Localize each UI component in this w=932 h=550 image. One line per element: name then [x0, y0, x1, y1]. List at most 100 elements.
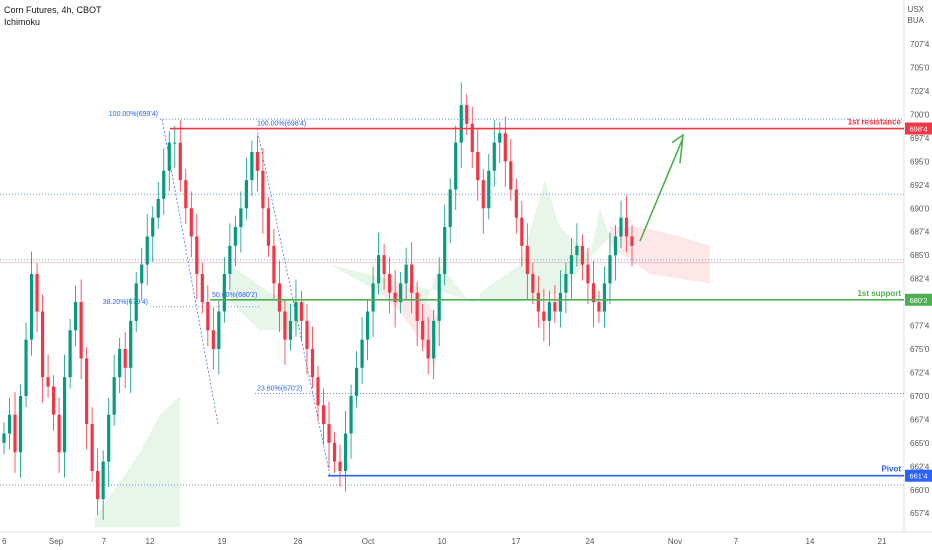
currency-unit: USX [907, 5, 924, 14]
candle-body [553, 302, 557, 312]
candle-body [415, 292, 419, 321]
candle-body [101, 461, 105, 500]
candle-body [349, 395, 353, 434]
x-tick-label: 21 [878, 537, 887, 546]
candle-body [597, 302, 601, 312]
candle-body [18, 395, 23, 453]
candle-body [272, 245, 276, 284]
ichimoku-cloud-bull [230, 264, 300, 331]
x-tick-label: 12 [146, 537, 155, 546]
candle-body [62, 377, 67, 453]
price-tag-label: 698'4 [909, 125, 927, 134]
y-tick-label: 685'0 [910, 251, 930, 260]
candle-body [184, 180, 188, 209]
candle-body [167, 142, 171, 171]
candle-body [382, 255, 386, 274]
candle-body [305, 320, 309, 350]
candle-body [575, 245, 579, 256]
x-tick-label: 17 [512, 537, 521, 546]
fib-trend-line [256, 128, 331, 476]
candle-body [288, 320, 293, 340]
candle-body [316, 377, 320, 406]
y-tick-label: 660'0 [910, 486, 930, 495]
candle-body [68, 330, 72, 378]
candle-body [217, 311, 221, 350]
indicator-label: Ichimoku [4, 17, 41, 27]
candle-body [327, 424, 331, 443]
candle-body [35, 273, 39, 312]
candle-body [90, 424, 94, 472]
price-line-label: 1st resistance [848, 118, 902, 127]
candle-body [360, 339, 364, 368]
candle-body [514, 189, 518, 218]
currency-unit-2: BUA [907, 16, 924, 25]
candle-body [503, 133, 507, 162]
candle-body [74, 302, 78, 331]
candle-body [393, 292, 397, 303]
candle-body [96, 471, 100, 500]
y-tick-label: 707'4 [910, 40, 930, 49]
candle-body [178, 142, 182, 181]
candle-body [255, 151, 260, 171]
candle-body [426, 339, 430, 359]
candle-body [107, 414, 111, 462]
fib-level-label: 100.00%(699'4) [109, 111, 158, 118]
candle-body [173, 142, 177, 144]
candle-body [602, 283, 607, 312]
x-tick-label: Oct [362, 537, 375, 546]
candle-body [283, 311, 287, 340]
y-tick-label: 672'4 [910, 368, 930, 377]
x-tick-label: Sep [49, 537, 64, 546]
y-tick-label: 665'0 [910, 439, 930, 448]
candle-body [465, 105, 469, 124]
price-tag [905, 469, 932, 482]
y-tick-label: 677'4 [910, 322, 930, 331]
candle-body [365, 311, 370, 340]
x-tick-label: 6 [2, 537, 7, 546]
candle-body [211, 330, 215, 350]
candle-body [454, 142, 458, 190]
candle-body [85, 358, 89, 425]
forecast-arrow-line [639, 137, 684, 242]
fib-level-label: 23.60%(670'2) [257, 386, 302, 393]
candle-body [492, 142, 496, 171]
x-tick-label: 24 [586, 537, 595, 546]
candle-body [29, 273, 34, 340]
candle-body [250, 151, 254, 181]
candle-body [470, 123, 474, 152]
candle-body [189, 208, 193, 237]
y-tick-label: 702'4 [910, 87, 930, 96]
y-tick-label: 690'0 [910, 204, 930, 213]
candle-body [7, 414, 12, 434]
candle-body [13, 414, 17, 453]
candle-body [200, 273, 204, 303]
y-tick-label: 687'4 [910, 228, 930, 237]
candle-body [244, 180, 248, 209]
candle-body [24, 339, 28, 396]
candle-body [608, 255, 612, 284]
y-tick-label: 675'0 [910, 345, 930, 354]
candle-body [57, 414, 61, 453]
candle-body [156, 198, 160, 218]
ichimoku-cloud-bull [480, 180, 610, 303]
candle-body [294, 302, 298, 321]
y-tick-label: 667'4 [910, 415, 930, 424]
forecast-arrow-head [671, 133, 684, 164]
candle-body [261, 170, 265, 209]
candle-body [343, 433, 348, 472]
candle-body [123, 349, 127, 368]
candle-body [619, 217, 623, 237]
candle-body [388, 273, 392, 293]
y-tick-label: 705'0 [910, 64, 930, 73]
candle-body [112, 377, 116, 415]
ichimoku-cloud-bear [380, 283, 440, 368]
candle-body [2, 433, 6, 443]
candle-body [547, 302, 551, 321]
candle-body [558, 292, 562, 312]
candle-body [222, 273, 226, 312]
ichimoku-cloud-bear [610, 227, 710, 284]
y-tick-label: 697'4 [910, 134, 930, 143]
candle-body [542, 311, 546, 321]
candle-body [520, 217, 524, 246]
